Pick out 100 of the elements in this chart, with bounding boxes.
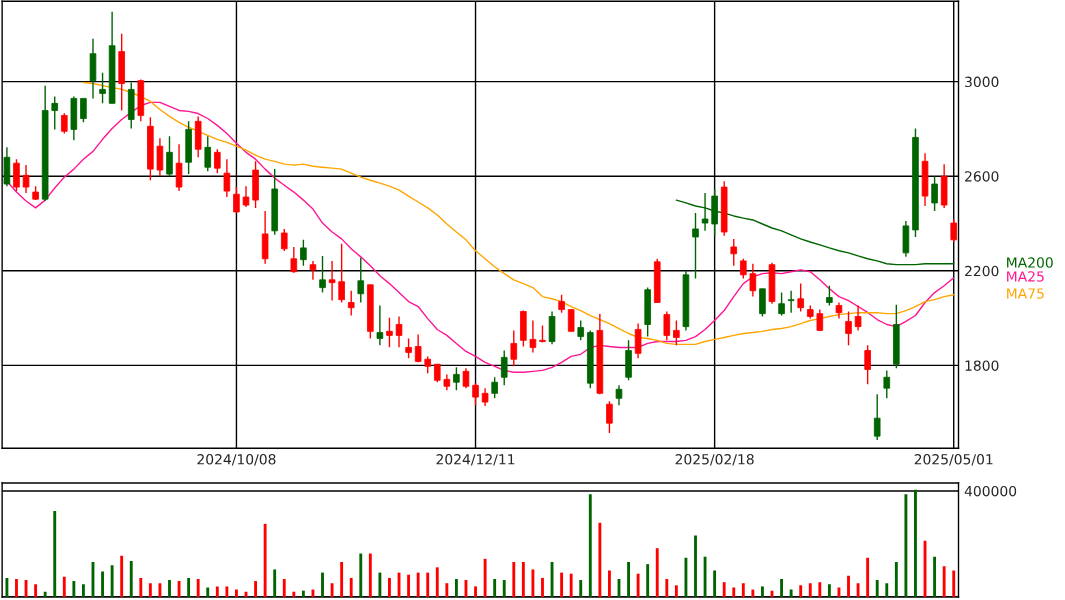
candlestick	[740, 258, 747, 280]
bar	[235, 589, 238, 597]
bar	[674, 585, 678, 597]
bar	[856, 583, 860, 597]
candlestick	[816, 308, 824, 332]
bar	[780, 578, 784, 597]
candlestick	[309, 260, 317, 281]
candlestick	[606, 400, 613, 434]
bar	[187, 577, 191, 597]
candlestick	[338, 243, 345, 304]
candlestick	[22, 164, 30, 194]
bar	[273, 569, 277, 597]
line-series	[82, 81, 955, 346]
candlestick	[931, 175, 938, 212]
bar	[789, 589, 793, 597]
candlestick	[749, 263, 757, 298]
bar	[483, 558, 487, 597]
candlestick	[778, 291, 785, 317]
candlestick	[175, 143, 183, 192]
bar	[129, 560, 133, 597]
candlestick	[472, 382, 479, 406]
bar	[263, 523, 267, 597]
candlestick	[797, 282, 804, 313]
bar	[684, 557, 688, 597]
candlestick	[204, 135, 212, 172]
bar	[627, 562, 630, 597]
bar	[875, 580, 879, 597]
candlestick	[634, 322, 642, 360]
x-tick-label: 2025/05/01	[914, 454, 993, 466]
candlestick	[730, 238, 738, 267]
bar	[799, 585, 803, 597]
candlestick	[692, 212, 699, 280]
bar	[894, 562, 898, 597]
candlestick	[405, 337, 412, 360]
bar	[646, 564, 650, 597]
bar	[62, 576, 66, 597]
bar	[168, 580, 171, 597]
candlestick	[242, 185, 250, 208]
bar	[713, 570, 717, 597]
bar	[196, 578, 200, 597]
bar	[569, 573, 573, 597]
bar	[139, 577, 143, 597]
bar	[732, 587, 736, 597]
bar	[5, 577, 9, 597]
candlestick	[854, 304, 862, 332]
bar	[407, 574, 411, 597]
candlestick	[615, 384, 623, 406]
bar	[349, 577, 353, 597]
text: MA200	[1007, 257, 1053, 268]
candlestick	[376, 304, 384, 347]
bar	[282, 578, 286, 597]
bar	[454, 578, 458, 597]
candlestick	[61, 112, 68, 135]
candlestick	[491, 376, 498, 399]
candlestick	[950, 218, 958, 243]
candlestick	[462, 367, 470, 389]
candlestick	[826, 285, 833, 307]
bar	[722, 582, 726, 597]
bar	[148, 583, 152, 597]
candlestick	[347, 289, 355, 317]
bar	[655, 548, 659, 597]
bar	[254, 581, 257, 597]
candlestick	[223, 158, 231, 198]
candlestick	[577, 319, 585, 342]
candlestick	[845, 310, 852, 347]
bar	[474, 586, 477, 597]
candlestick	[386, 316, 393, 348]
candlestick	[453, 366, 460, 391]
candlestick	[99, 71, 106, 105]
bar	[579, 580, 583, 597]
candlestick	[567, 308, 575, 333]
candlestick	[300, 239, 307, 267]
candlestick	[214, 148, 221, 174]
bar	[636, 573, 640, 597]
bar	[531, 569, 535, 597]
x-tick-label: 2025/02/18	[675, 454, 754, 466]
bar	[34, 584, 38, 597]
bar	[751, 589, 755, 597]
bar	[502, 580, 506, 597]
bar	[914, 489, 917, 597]
bar	[694, 535, 697, 597]
bar	[81, 584, 85, 597]
y-tick-label: 2200	[965, 265, 999, 277]
candlestick	[166, 135, 173, 177]
bar	[512, 562, 516, 597]
bar	[933, 556, 937, 597]
bar	[588, 494, 592, 597]
bar	[101, 571, 104, 597]
candlestick	[883, 369, 891, 399]
candlestick	[510, 329, 518, 368]
text: MA25	[1007, 271, 1044, 282]
candlestick	[290, 246, 298, 274]
candlestick	[280, 228, 288, 252]
candlestick	[414, 333, 422, 364]
bar	[942, 566, 946, 597]
bar	[72, 581, 76, 597]
candlestick	[51, 95, 59, 131]
candlestick	[673, 319, 680, 347]
candlestick	[233, 186, 240, 214]
bar	[378, 572, 382, 597]
